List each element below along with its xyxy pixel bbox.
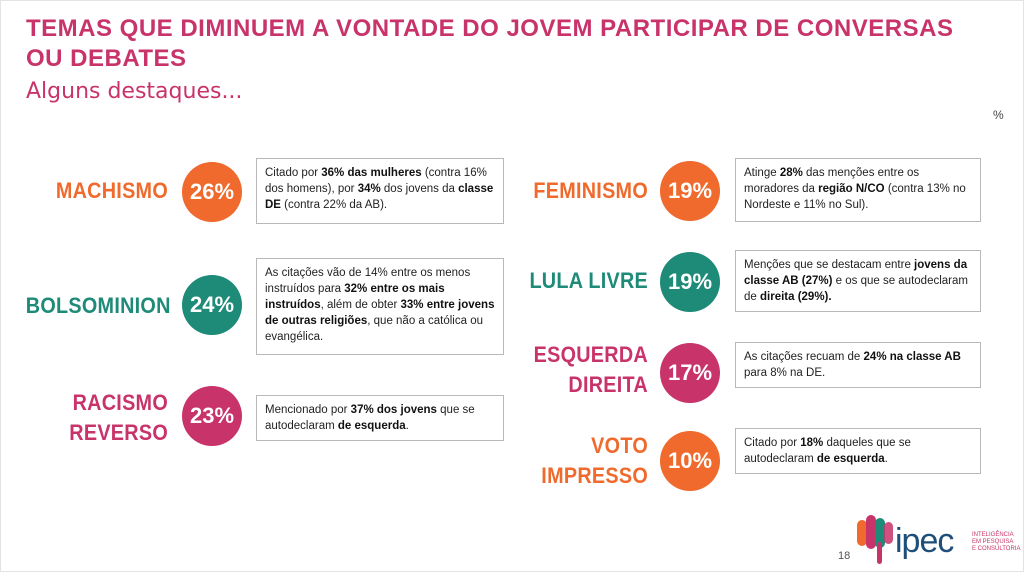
- topic-value-lula-livre: 19%: [660, 252, 720, 312]
- topic-label-lula-livre: LULA LIVRE: [529, 268, 648, 293]
- topic-value-bolsominion: 24%: [182, 275, 242, 335]
- topic-note-feminismo: Atinge 28% das menções entre os moradore…: [735, 158, 981, 222]
- topic-value-esquerda-direita: 17%: [660, 343, 720, 403]
- note-text: As citações recuam de 24% na classe AB p…: [744, 351, 961, 379]
- topic-label-feminismo: FEMINISMO: [533, 178, 648, 203]
- topic-label-esquerda-direita: ESQUERDA DIREITA: [533, 342, 648, 397]
- topic-value-feminismo: 19%: [660, 161, 720, 221]
- note-text: Atinge 28% das menções entre os moradore…: [744, 167, 966, 211]
- topic-note-machismo: Citado por 36% das mulheres (contra 16% …: [256, 158, 504, 224]
- topic-value-racismo-reverso: 23%: [182, 386, 242, 446]
- topic-value-machismo: 26%: [182, 162, 242, 222]
- unit-label: %: [993, 108, 1004, 122]
- topic-note-bolsominion: As citações vão de 14% entre os menos in…: [256, 258, 504, 355]
- topic-note-voto-impresso: Citado por 18% daqueles que se autodecla…: [735, 428, 981, 474]
- ipec-logo-icon: [857, 515, 893, 564]
- note-text: Citado por 36% das mulheres (contra 16% …: [265, 167, 494, 211]
- note-text: Mencionado por 37% dos jovens que se aut…: [265, 404, 475, 432]
- topic-label-machismo: MACHISMO: [55, 178, 168, 203]
- logo-tagline: INTELIGÊNCIA EM PESQUISA E CONSULTORIA: [972, 532, 1021, 552]
- topic-label-voto-impresso: VOTO IMPRESSO: [541, 433, 648, 488]
- topic-value-voto-impresso: 10%: [660, 431, 720, 491]
- topic-note-lula-livre: Menções que se destacam entre jovens da …: [735, 250, 981, 312]
- page-subtitle: Alguns destaques...: [26, 79, 243, 104]
- logo-wordmark: ipec: [895, 522, 954, 560]
- note-text: As citações vão de 14% entre os menos in…: [265, 267, 495, 343]
- topic-note-racismo-reverso: Mencionado por 37% dos jovens que se aut…: [256, 395, 504, 441]
- topic-label-racismo-reverso: RACISMO REVERSO: [69, 390, 168, 445]
- note-text: Menções que se destacam entre jovens da …: [744, 259, 968, 303]
- topic-note-esquerda-direita: As citações recuam de 24% na classe AB p…: [735, 342, 981, 388]
- note-text: Citado por 18% daqueles que se autodecla…: [744, 437, 911, 465]
- topic-label-bolsominion: BOLSOMINION: [25, 293, 171, 318]
- page-title: TEMAS QUE DIMINUEM A VONTADE DO JOVEM PA…: [26, 15, 954, 72]
- page-number: 18: [838, 550, 851, 562]
